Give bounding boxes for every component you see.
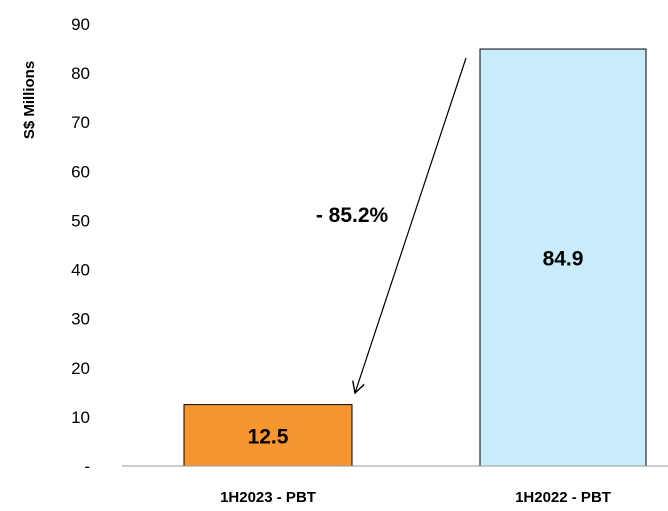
- y-tick-label: 60: [71, 162, 90, 181]
- bar-value-label: 12.5: [248, 425, 289, 448]
- y-tick-label: -: [84, 457, 90, 476]
- x-axis-ticks: 1H2023 - PBT 1H2022 - PBT: [220, 489, 611, 506]
- change-arrow: [352, 57, 467, 395]
- y-tick-label: 30: [71, 310, 90, 329]
- bars: 12.5 84.9: [183, 48, 647, 467]
- bar: [183, 404, 353, 467]
- x-tick-label: 1H2022 - PBT: [515, 489, 611, 506]
- y-axis-ticks: - 10 20 30 40 50 60 70 80 90: [71, 15, 90, 476]
- bar-value-label: 84.9: [543, 248, 584, 271]
- y-axis-label: S$ Millions: [21, 61, 38, 139]
- y-tick-label: 20: [71, 359, 90, 378]
- y-tick-label: 50: [71, 211, 90, 230]
- bar: [479, 48, 647, 467]
- y-tick-label: 90: [71, 15, 90, 34]
- x-tick-label: 1H2023 - PBT: [220, 489, 316, 506]
- y-tick-label: 10: [71, 408, 90, 427]
- change-annotation: - 85.2%: [316, 204, 389, 227]
- y-tick-label: 40: [71, 261, 90, 280]
- y-tick-label: 70: [71, 113, 90, 132]
- y-tick-label: 80: [71, 64, 90, 83]
